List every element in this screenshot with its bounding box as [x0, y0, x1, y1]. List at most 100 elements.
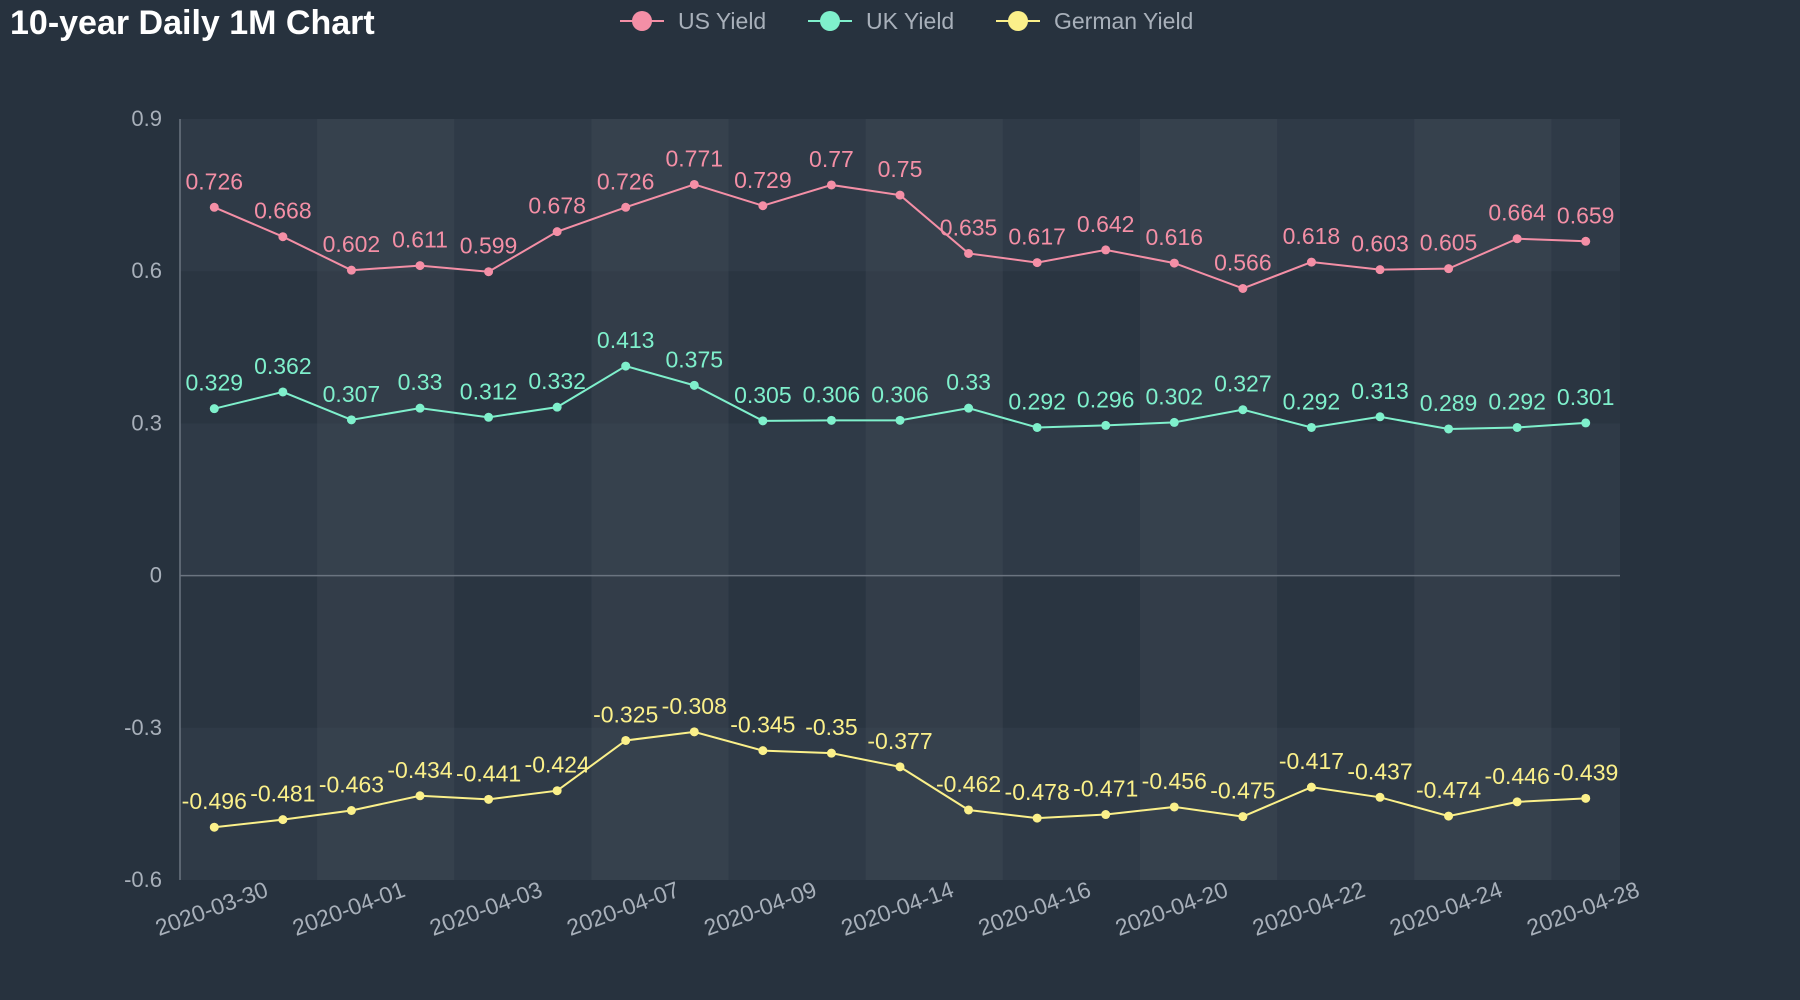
x-band [865, 119, 1003, 880]
data-label: -0.325 [593, 701, 658, 727]
data-point [758, 201, 768, 211]
y-tick-label: 0.6 [131, 258, 162, 283]
legend-marker [632, 11, 652, 31]
data-point [278, 387, 288, 397]
data-label: 0.659 [1557, 202, 1615, 228]
data-point [415, 261, 425, 271]
data-point [1169, 802, 1179, 812]
data-point [689, 380, 699, 390]
data-point [1375, 792, 1385, 802]
data-point [1238, 405, 1248, 415]
series-us-yield: 0.726 0.668 0.602 0.611 0.599 0.678 0.726 0.771… [186, 145, 1615, 293]
data-point [1444, 264, 1454, 274]
data-point [415, 791, 425, 801]
data-label: 0.77 [809, 146, 854, 172]
data-point [1581, 236, 1591, 246]
data-point [1306, 782, 1316, 792]
legend-marker [820, 11, 840, 31]
data-label: -0.441 [456, 760, 521, 786]
x-tick-label: 2020-04-22 [1249, 876, 1368, 941]
data-label: 0.362 [254, 353, 312, 379]
x-tick-label: 2020-04-03 [426, 876, 545, 941]
data-point [621, 361, 631, 371]
data-point [1512, 422, 1522, 432]
data-label: 0.664 [1488, 200, 1546, 226]
data-point [895, 762, 905, 772]
x-tick-label: 2020-04-14 [838, 876, 958, 941]
data-label: 0.296 [1077, 386, 1135, 412]
data-label: -0.345 [730, 712, 795, 738]
x-band [1551, 119, 1620, 880]
data-label: -0.35 [805, 714, 857, 740]
data-point [689, 179, 699, 189]
data-point [1169, 258, 1179, 268]
data-point [826, 748, 836, 758]
data-label: -0.308 [662, 693, 727, 719]
data-label: 0.726 [186, 168, 244, 194]
data-point [1101, 810, 1111, 820]
x-tick-label: 2020-03-30 [152, 876, 271, 941]
legend-item: German Yield [996, 8, 1193, 34]
data-label: 0.33 [946, 369, 991, 395]
x-band [180, 119, 318, 880]
data-label: 0.599 [460, 233, 518, 259]
data-point [484, 412, 494, 422]
data-label: 0.75 [878, 156, 923, 182]
data-point [1306, 257, 1316, 267]
y-band [180, 727, 1620, 880]
data-label: -0.434 [387, 757, 452, 783]
data-label: -0.439 [1553, 759, 1618, 785]
data-point [1444, 811, 1454, 821]
data-label: -0.437 [1347, 758, 1412, 784]
data-point [826, 415, 836, 425]
data-label: 0.729 [734, 167, 792, 193]
data-label: 0.33 [398, 369, 443, 395]
data-label: 0.635 [940, 214, 998, 240]
data-point [964, 805, 974, 815]
x-tick-label: 2020-04-09 [700, 876, 819, 941]
y-tick-label: -0.6 [124, 867, 162, 892]
data-label: -0.496 [182, 788, 247, 814]
data-point [346, 805, 356, 815]
data-label: 0.306 [803, 381, 861, 407]
data-point [758, 416, 768, 426]
x-band [1414, 119, 1552, 880]
y-tick-label: 0.9 [131, 106, 162, 131]
data-point [1581, 793, 1591, 803]
data-label: 0.617 [1008, 224, 1066, 250]
legend: US Yield UK Yield German Yield [620, 8, 1193, 34]
data-label: 0.312 [460, 378, 518, 404]
data-label: -0.424 [525, 752, 590, 778]
series-uk-yield: 0.329 0.362 0.307 0.33 0.312 0.332 0.413 0.375 0… [186, 327, 1615, 434]
data-point [1306, 422, 1316, 432]
data-label: -0.475 [1210, 778, 1275, 804]
data-point [209, 404, 219, 414]
data-label: 0.306 [871, 381, 929, 407]
data-label: 0.642 [1077, 211, 1135, 237]
data-point [1101, 420, 1111, 430]
data-label: 0.301 [1557, 384, 1615, 410]
data-label: -0.377 [867, 728, 932, 754]
data-point [209, 202, 219, 212]
data-label: 0.292 [1008, 388, 1066, 414]
data-point [346, 265, 356, 275]
x-band [1140, 119, 1278, 880]
data-point [1444, 424, 1454, 434]
data-point [1512, 797, 1522, 807]
data-point [1169, 417, 1179, 427]
data-point [1032, 422, 1042, 432]
legend-label: US Yield [678, 8, 766, 34]
data-label: 0.726 [597, 168, 655, 194]
data-label: -0.462 [936, 771, 1001, 797]
data-point [621, 202, 631, 212]
data-label: 0.329 [186, 370, 244, 396]
legend-label: UK Yield [866, 8, 954, 34]
data-label: 0.605 [1420, 230, 1478, 256]
data-label: 0.603 [1351, 231, 1409, 257]
data-point [552, 227, 562, 237]
data-point [895, 190, 905, 200]
data-point [621, 735, 631, 745]
data-label: 0.305 [734, 382, 792, 408]
